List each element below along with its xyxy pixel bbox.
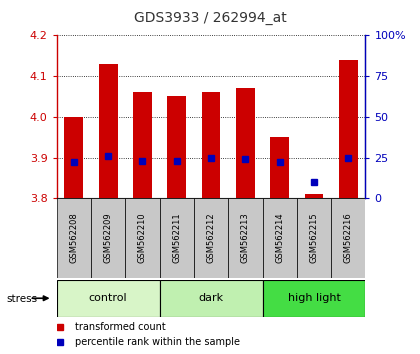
Text: GSM562216: GSM562216	[344, 213, 353, 263]
Bar	[57, 280, 160, 317]
Bar	[133, 92, 152, 198]
Text: percentile rank within the sample: percentile rank within the sample	[75, 337, 240, 348]
Text: GSM562213: GSM562213	[241, 213, 250, 263]
Bar	[331, 198, 365, 278]
Bar	[160, 280, 262, 317]
Text: GSM562209: GSM562209	[104, 213, 113, 263]
Bar	[270, 137, 289, 198]
Bar	[99, 64, 118, 198]
Bar	[236, 88, 255, 198]
Bar	[194, 198, 228, 278]
Text: GSM562215: GSM562215	[310, 213, 318, 263]
Text: stress: stress	[6, 294, 37, 304]
Bar	[91, 198, 125, 278]
Text: dark: dark	[199, 293, 223, 303]
Bar	[262, 280, 365, 317]
Bar	[160, 198, 194, 278]
Text: control: control	[89, 293, 127, 303]
Bar	[64, 117, 83, 198]
Bar	[304, 194, 323, 198]
Text: transformed count: transformed count	[75, 321, 166, 332]
Bar	[57, 198, 91, 278]
Bar	[202, 92, 220, 198]
Text: GSM562211: GSM562211	[172, 213, 181, 263]
Bar	[262, 198, 297, 278]
Text: GSM562210: GSM562210	[138, 213, 147, 263]
Bar	[167, 97, 186, 198]
Text: high light: high light	[288, 293, 340, 303]
Bar	[228, 198, 262, 278]
Text: GDS3933 / 262994_at: GDS3933 / 262994_at	[134, 11, 286, 25]
Text: GSM562212: GSM562212	[207, 213, 215, 263]
Bar	[125, 198, 160, 278]
Text: GSM562208: GSM562208	[69, 213, 79, 263]
Text: GSM562214: GSM562214	[275, 213, 284, 263]
Bar	[297, 198, 331, 278]
Bar	[339, 60, 358, 198]
